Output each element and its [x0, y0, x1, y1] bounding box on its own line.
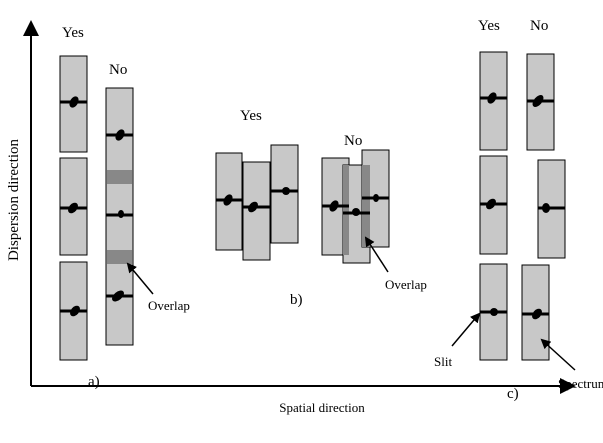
panel-label: b) [290, 292, 303, 308]
panel-a [59, 55, 154, 361]
annotation: Overlap [148, 298, 190, 313]
annotation: Spectrum [558, 376, 603, 391]
label-yes: Yes [240, 108, 262, 124]
panel-b [215, 144, 390, 273]
label-no: No [344, 133, 362, 149]
label-yes: Yes [478, 18, 500, 34]
label-no: No [109, 62, 127, 78]
label-no: No [530, 18, 548, 34]
label-yes: Yes [62, 25, 84, 41]
panel-label: a) [88, 374, 100, 390]
panel-c [451, 51, 576, 371]
annotation: Overlap [385, 277, 427, 292]
axes [23, 20, 576, 394]
annotation: Slit [434, 354, 452, 369]
panel-label: c) [507, 386, 519, 402]
x-axis-label: Spatial direction [279, 400, 365, 415]
y-axis-label: Dispersion direction [6, 138, 22, 261]
